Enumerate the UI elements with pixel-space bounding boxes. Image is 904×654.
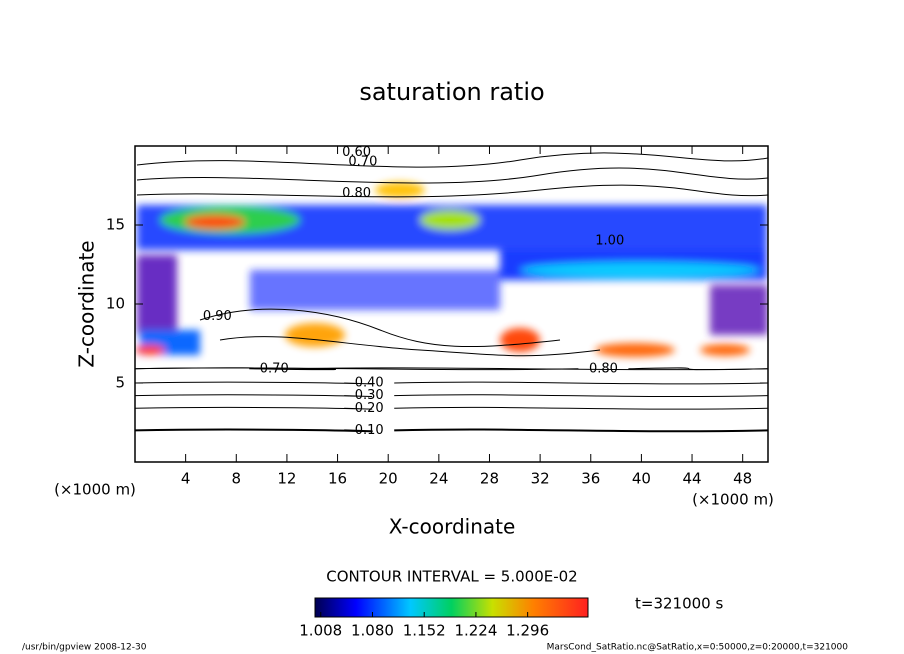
colorbar-tick-label: 1.296 — [506, 622, 549, 640]
contour-label: 0.90 — [203, 309, 232, 324]
x-tick-label: 8 — [232, 470, 242, 488]
x-tick-label: 28 — [480, 470, 499, 488]
y-unit: (×1000 m) — [54, 481, 136, 499]
x-axis-label: X-coordinate — [389, 515, 516, 539]
contour-label: 0.10 — [355, 423, 384, 438]
contour-line — [134, 367, 769, 371]
x-tick-label: 36 — [581, 470, 600, 488]
contour-label: 0.40 — [355, 376, 384, 391]
x-tick-label: 16 — [328, 470, 347, 488]
contour-label: 0.20 — [355, 401, 384, 416]
y-tick-label: 5 — [115, 374, 125, 392]
y-axis-label: Z-coordinate — [75, 240, 99, 367]
chart-title: saturation ratio — [359, 78, 544, 106]
contour-line — [134, 428, 769, 433]
field-shading — [135, 152, 768, 357]
contour-line — [134, 406, 769, 410]
x-tick-label: 24 — [429, 470, 448, 488]
time-label: t=321000 s — [635, 595, 723, 613]
contour-label: 0.70 — [348, 154, 377, 169]
footer-left: /usr/bin/gpview 2008-12-30 — [22, 643, 147, 653]
colorbar-tick-label: 1.152 — [403, 622, 446, 640]
contour-label: 0.80 — [342, 186, 371, 201]
footer-right: MarsCond_SatRatio.nc@SatRatio,x=0:50000,… — [547, 643, 849, 653]
x-unit: (×1000 m) — [692, 491, 774, 509]
y-tick-label: 10 — [106, 295, 125, 313]
x-tick-label: 32 — [531, 470, 550, 488]
x-tick-label: 48 — [733, 470, 752, 488]
y-tick-label: 15 — [106, 216, 125, 234]
x-tick-label: 4 — [181, 470, 191, 488]
contour-label: 0.80 — [589, 361, 618, 376]
colorbar-tick-label: 1.080 — [351, 622, 394, 640]
contour-label: 1.00 — [595, 233, 624, 248]
contour-line — [134, 394, 769, 398]
x-tick-label: 44 — [682, 470, 701, 488]
contour-label: 0.70 — [260, 361, 289, 376]
colorbar-tick-label: 1.224 — [454, 622, 497, 640]
contour-interval: CONTOUR INTERVAL = 5.000E-02 — [326, 568, 577, 586]
x-tick-label: 12 — [277, 470, 296, 488]
colorbar — [314, 597, 589, 618]
contour-line — [134, 381, 769, 385]
contour-label: 0.60 — [342, 145, 371, 160]
x-tick-label: 40 — [632, 470, 651, 488]
contour-label: 0.30 — [355, 388, 384, 403]
colorbar-tick-label: 1.008 — [299, 622, 342, 640]
x-tick-label: 20 — [379, 470, 398, 488]
